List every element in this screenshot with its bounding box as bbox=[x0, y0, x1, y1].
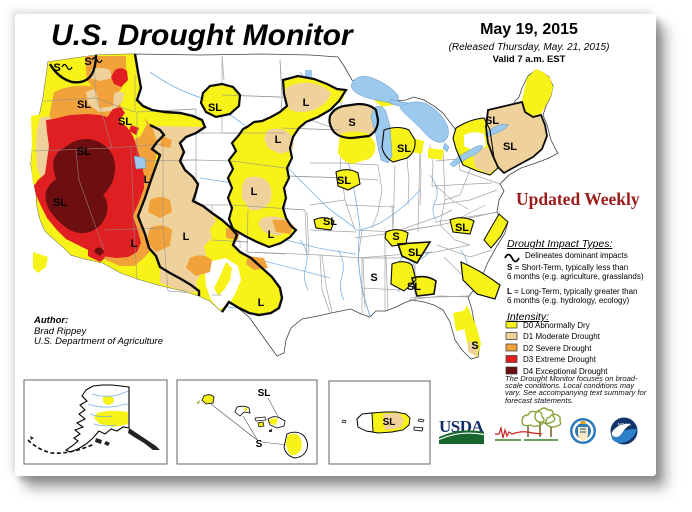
svg-text:SL: SL bbox=[118, 116, 132, 128]
svg-text:SL: SL bbox=[208, 102, 222, 114]
svg-text:S: S bbox=[84, 56, 91, 68]
svg-text:SL: SL bbox=[408, 247, 422, 259]
svg-text:SL: SL bbox=[407, 281, 421, 293]
svg-text:S: S bbox=[370, 272, 377, 284]
svg-text:SL: SL bbox=[503, 141, 517, 153]
svg-text:L: L bbox=[268, 229, 275, 241]
svg-text:S: S bbox=[348, 117, 355, 129]
svg-text:S: S bbox=[392, 231, 399, 243]
svg-text:SL: SL bbox=[53, 197, 67, 209]
svg-text:SL: SL bbox=[383, 417, 396, 428]
svg-text:L: L bbox=[275, 134, 282, 146]
svg-text:L: L bbox=[303, 97, 310, 109]
svg-text:SL: SL bbox=[77, 146, 91, 158]
svg-text:SL: SL bbox=[397, 143, 411, 155]
svg-text:SL: SL bbox=[455, 222, 469, 234]
svg-text:L: L bbox=[131, 238, 138, 250]
svg-text:SL: SL bbox=[323, 216, 337, 228]
svg-text:S: S bbox=[256, 439, 263, 450]
svg-text:NOAA: NOAA bbox=[618, 422, 631, 427]
svg-text:SL: SL bbox=[77, 99, 91, 111]
svg-text:L: L bbox=[251, 186, 258, 198]
svg-text:SL: SL bbox=[258, 388, 271, 399]
svg-text:L: L bbox=[258, 297, 265, 309]
svg-text:SL: SL bbox=[485, 115, 499, 127]
svg-text:S: S bbox=[53, 62, 60, 74]
svg-text:L: L bbox=[183, 231, 190, 243]
svg-text:S: S bbox=[471, 340, 478, 352]
svg-text:SL: SL bbox=[337, 175, 351, 187]
svg-text:L: L bbox=[144, 174, 151, 186]
